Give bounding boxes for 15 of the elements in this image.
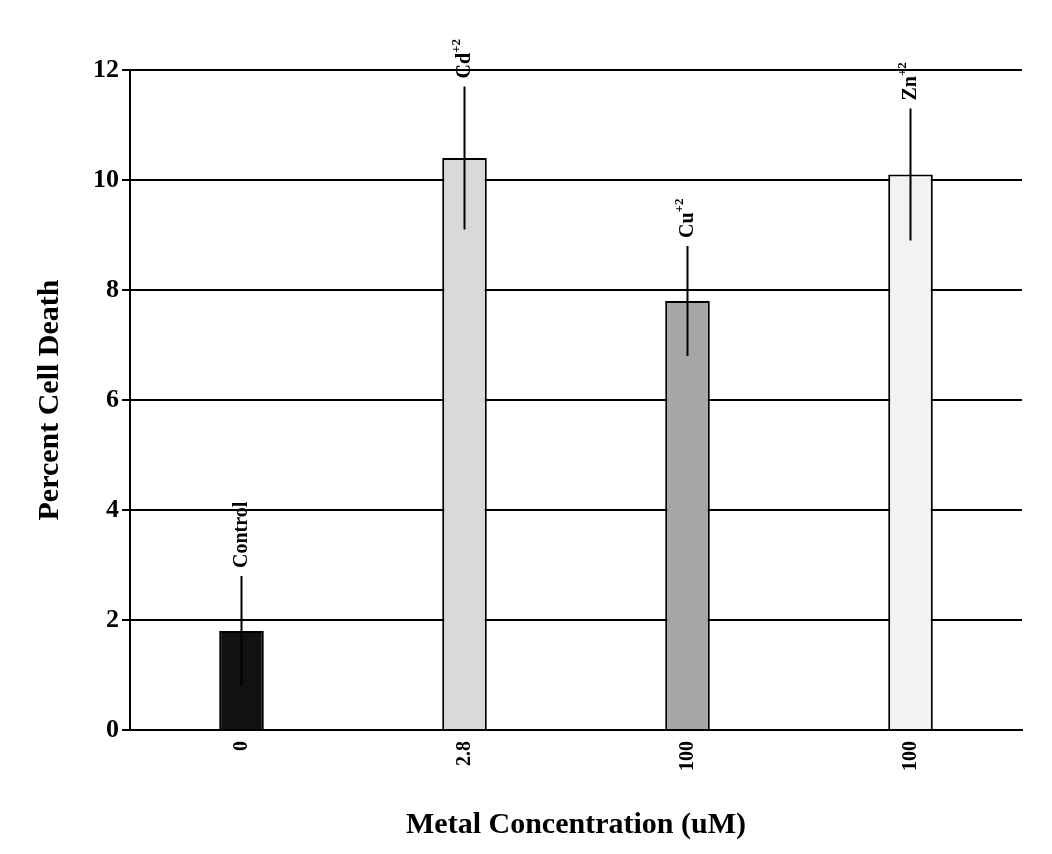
x-tick-label: 100 (674, 741, 697, 771)
x-tick-label: 100 (897, 741, 920, 771)
y-tick-label: 2 (106, 603, 119, 633)
y-tick-label: 0 (106, 713, 119, 743)
text: Cu+2 (670, 198, 697, 238)
y-tick-label: 8 (106, 273, 119, 303)
y-tick-label: 12 (93, 53, 119, 83)
x-axis-title: Metal Concentration (uM) (406, 805, 746, 840)
y-tick-label: 10 (93, 163, 119, 193)
y-axis-title: Percent Cell Death (30, 279, 64, 521)
text: Cd+2 (447, 39, 474, 79)
y-tick-label: 6 (106, 383, 119, 413)
y-tick-label: 4 (106, 493, 119, 523)
x-tick-label: 2.8 (451, 741, 474, 766)
x-tick-label: 0 (228, 741, 251, 751)
